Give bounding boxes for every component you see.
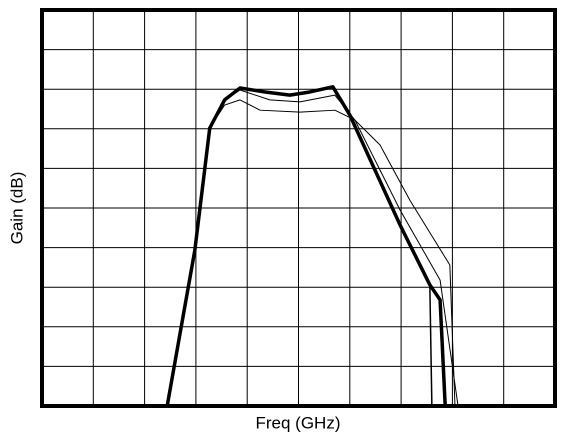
plot-frame <box>40 8 557 408</box>
y-axis-label: Gain (dB) <box>7 172 26 245</box>
x-axis-label: Freq (GHz) <box>256 413 341 432</box>
series-line <box>166 99 456 407</box>
series-line <box>429 284 433 407</box>
series-line <box>166 89 459 407</box>
